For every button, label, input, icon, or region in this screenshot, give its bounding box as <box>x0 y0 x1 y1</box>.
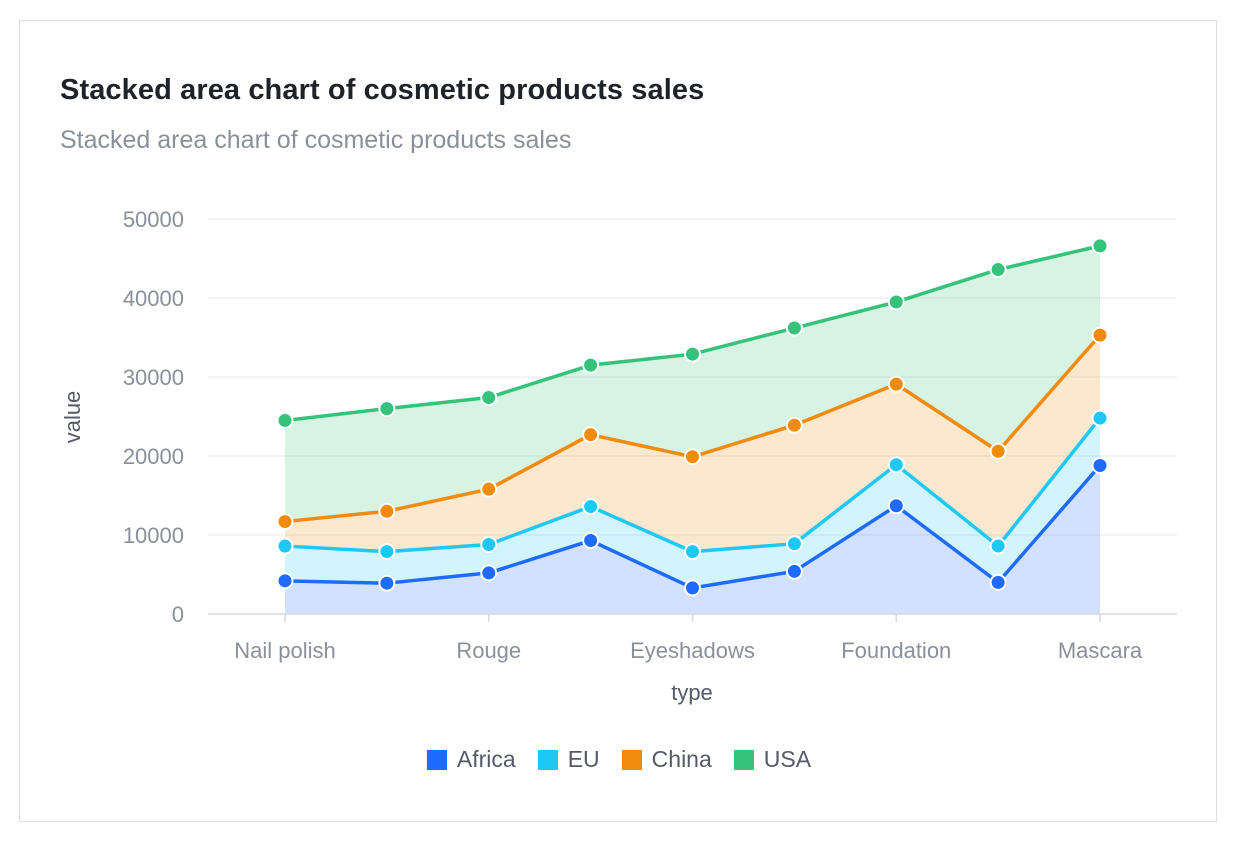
usa-point <box>582 356 600 374</box>
eu-point <box>887 456 905 474</box>
axes: 0 10000 20000 30000 40000 50000 Nail polish Rou… <box>123 207 1177 663</box>
africa-point <box>1091 456 1109 474</box>
x-tick-label: Foundation <box>841 638 951 663</box>
africa-point <box>276 572 294 590</box>
legend-item-china[interactable]: China <box>621 746 712 773</box>
y-tick-label: 10000 <box>123 523 184 548</box>
x-tick-label: Rouge <box>456 638 521 663</box>
africa-point <box>684 579 701 597</box>
x-tick-label: Eyeshadows <box>630 638 755 663</box>
legend-swatch <box>621 749 642 770</box>
china-point <box>684 448 701 466</box>
usa-point <box>480 389 498 407</box>
y-tick-label: 0 <box>172 602 184 627</box>
usa-point <box>684 345 701 363</box>
x-tick-label: Mascara <box>1058 638 1143 663</box>
africa-point <box>785 562 803 580</box>
usa-point <box>785 319 803 337</box>
china-point <box>276 513 294 531</box>
y-tick-label: 20000 <box>123 444 184 469</box>
china-point <box>887 375 905 393</box>
legend-swatch <box>733 749 754 770</box>
chart-title: Stacked area chart of cosmetic products … <box>60 74 705 106</box>
eu-point <box>989 537 1007 555</box>
china-point <box>785 416 803 434</box>
china-point <box>582 426 600 444</box>
usa-area <box>285 245 1100 522</box>
x-axis-title: type <box>671 680 713 705</box>
africa-point <box>378 574 396 592</box>
data-points <box>276 237 1109 597</box>
legend-label: USA <box>763 746 812 772</box>
legend-swatch <box>537 749 558 770</box>
africa-point <box>582 532 600 550</box>
eu-point <box>785 535 803 553</box>
usa-point <box>1091 237 1109 255</box>
eu-point <box>1091 409 1109 427</box>
eu-point <box>480 535 498 553</box>
china-point <box>989 442 1007 460</box>
china-point <box>1091 326 1109 344</box>
y-tick-label: 50000 <box>123 207 184 232</box>
legend-swatch <box>426 749 447 770</box>
usa-point <box>887 293 905 311</box>
china-point <box>480 480 498 498</box>
x-tick-label: Nail polish <box>234 638 336 663</box>
usa-point <box>989 261 1007 279</box>
africa-point <box>480 564 498 582</box>
china-point <box>378 502 396 520</box>
usa-point <box>378 400 396 418</box>
eu-point <box>276 537 294 555</box>
legend-label: EU <box>567 746 600 772</box>
legend-label: China <box>651 746 712 772</box>
eu-point <box>684 543 701 561</box>
legend: Africa EU China USA <box>0 746 1238 773</box>
africa-point <box>887 497 905 515</box>
y-tick-label: 30000 <box>123 365 184 390</box>
legend-item-africa[interactable]: Africa <box>426 746 516 773</box>
africa-point <box>989 573 1007 591</box>
usa-point <box>276 411 294 429</box>
y-tick-label: 40000 <box>123 286 184 311</box>
chart-subtitle: Stacked area chart of cosmetic products … <box>60 126 572 154</box>
eu-point <box>378 543 396 561</box>
legend-item-usa[interactable]: USA <box>733 746 812 773</box>
chart-card <box>19 20 1217 822</box>
y-axis-title: value <box>60 391 85 444</box>
legend-item-eu[interactable]: EU <box>537 746 600 773</box>
legend-label: Africa <box>456 746 516 772</box>
eu-point <box>582 498 600 516</box>
